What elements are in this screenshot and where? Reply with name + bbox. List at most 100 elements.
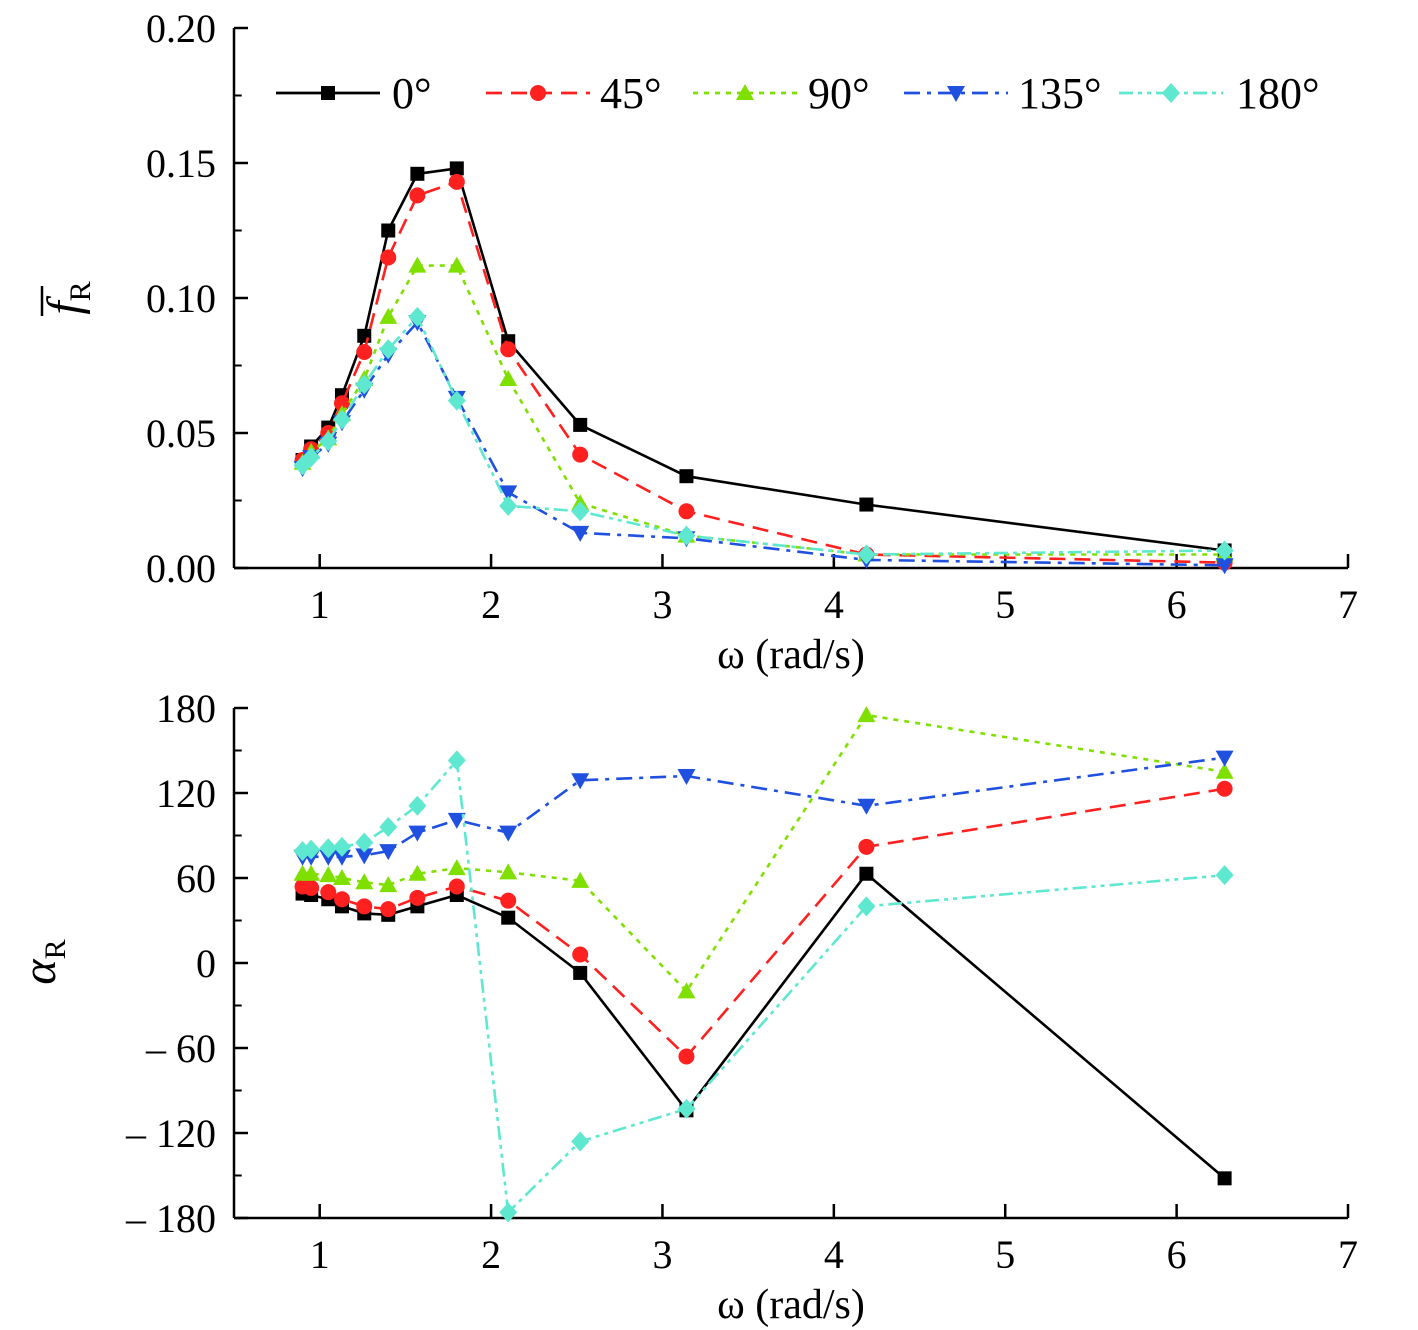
legend-marker [530, 85, 546, 101]
data-point [572, 446, 589, 463]
data-point [571, 773, 590, 790]
data-point [332, 836, 351, 857]
data-point [1215, 762, 1234, 779]
y-tick-label: – 120 [125, 1111, 216, 1156]
legend-label: 45° [600, 69, 662, 118]
series-line [302, 871, 1226, 1180]
data-point [857, 798, 876, 815]
y-axis-subscript: R [39, 939, 72, 959]
series-4 [293, 306, 1234, 565]
data-point [302, 447, 321, 468]
data-point [447, 750, 466, 771]
bottom-panel-phase: 1 2 3 4 5 6 7 – 180 – 120 – 60 0 60 120 180 ω (rad/s) α… [13, 686, 1358, 1328]
x-tick-label: 6 [1167, 582, 1187, 627]
data-point [302, 864, 321, 881]
data-point [332, 409, 351, 430]
data-point [1215, 865, 1234, 886]
data-point [571, 525, 590, 542]
data-point [356, 898, 373, 915]
y-tick-label: 60 [176, 856, 216, 901]
data-point [677, 1098, 696, 1119]
data-point [500, 341, 517, 358]
data-point [499, 495, 518, 516]
series-line [301, 314, 1225, 556]
data-point [319, 431, 338, 452]
legend-label: 135° [1018, 69, 1102, 118]
x-tick-label: 2 [481, 1232, 501, 1277]
y-axis-label: fR [38, 281, 97, 314]
legend-entry: 45° [486, 69, 662, 118]
y-tick-label: 0.00 [146, 546, 216, 591]
y-tick-label: – 60 [145, 1026, 216, 1071]
data-point [319, 838, 338, 859]
data-point [499, 1202, 518, 1223]
data-point [677, 525, 696, 546]
y-tick-label: 0 [196, 941, 216, 986]
x-axis-label: ω (rad/s) [717, 632, 865, 678]
data-point [500, 892, 517, 909]
legend-marker [947, 86, 965, 102]
y-tick-label: 0.20 [146, 6, 216, 51]
x-tick-label: 7 [1338, 582, 1358, 627]
data-point [447, 390, 466, 411]
legend-marker [736, 84, 754, 100]
legend-marker [321, 86, 335, 100]
data-point [1216, 780, 1233, 797]
data-point [408, 864, 427, 881]
data-point [333, 891, 350, 908]
x-tick-label: 1 [310, 1232, 330, 1277]
data-point [448, 878, 465, 895]
legend-entry: 135° [904, 69, 1102, 118]
data-point [410, 166, 425, 181]
x-tick-label: 3 [652, 1232, 672, 1277]
data-point [572, 946, 589, 963]
data-point [332, 849, 351, 866]
data-point [356, 344, 373, 360]
series-3 [293, 750, 1234, 866]
legend-label: 90° [808, 69, 870, 118]
data-point [1215, 540, 1234, 561]
data-point [447, 859, 466, 876]
x-tick-label: 5 [995, 582, 1015, 627]
data-point [320, 884, 337, 901]
y-tick-label: 180 [156, 686, 216, 731]
data-point [379, 339, 398, 360]
data-point [408, 306, 427, 327]
y-tick-label: 120 [156, 771, 216, 816]
legend-entry: 90° [693, 69, 870, 118]
series-1 [294, 780, 1233, 1065]
series-line [302, 757, 1225, 1216]
y-axis-subscript: R [64, 281, 97, 301]
y-axis-label: αR [13, 939, 72, 984]
x-tick-label: 3 [652, 582, 672, 627]
series-2 [293, 256, 1234, 562]
data-point [499, 863, 518, 880]
data-point [379, 844, 398, 861]
x-tick-label: 6 [1167, 1232, 1187, 1277]
data-point [858, 838, 875, 855]
series-line [302, 713, 1225, 994]
data-point [573, 417, 588, 432]
data-point [1217, 1171, 1232, 1186]
x-tick-label: 2 [481, 582, 501, 627]
data-point [355, 873, 374, 890]
data-point [499, 370, 518, 386]
data-point [501, 910, 516, 925]
data-point [332, 869, 351, 885]
data-point [408, 825, 427, 842]
data-point [677, 982, 696, 999]
data-point [1215, 750, 1234, 767]
data-point [333, 395, 350, 412]
data-point [408, 795, 427, 816]
series-4 [293, 750, 1234, 1223]
series-line [302, 787, 1225, 1059]
data-point [355, 848, 374, 865]
data-point [447, 812, 466, 829]
legend-entry: 0° [276, 69, 432, 118]
data-point [571, 1131, 590, 1152]
data-point [319, 866, 338, 883]
series-line [301, 264, 1225, 556]
data-point [499, 825, 518, 842]
data-point [379, 307, 398, 324]
data-point [379, 876, 398, 893]
